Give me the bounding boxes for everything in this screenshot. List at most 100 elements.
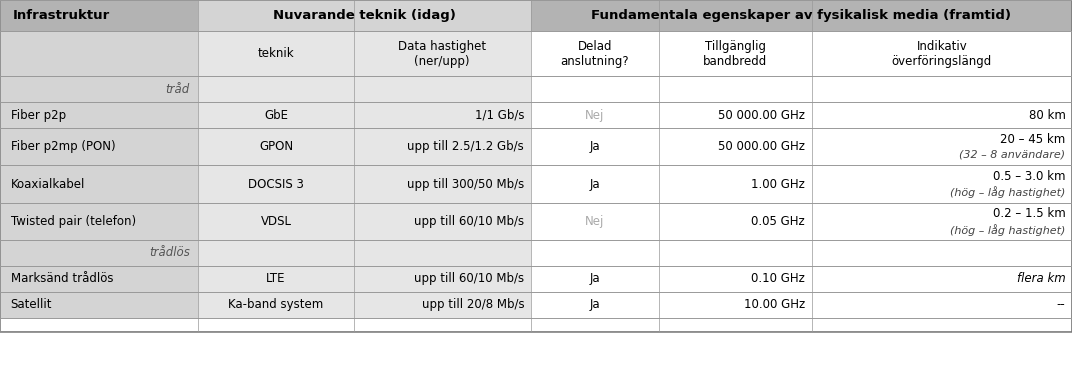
Bar: [531, 165, 659, 203]
Text: Nuvarande teknik (idag): Nuvarande teknik (idag): [273, 9, 456, 22]
Bar: [354, 240, 531, 266]
Bar: [354, 292, 531, 318]
Text: Satellit: Satellit: [11, 298, 53, 311]
Text: upp till 60/10 Mb/s: upp till 60/10 Mb/s: [414, 272, 524, 285]
Text: Twisted pair (telefon): Twisted pair (telefon): [11, 215, 136, 228]
Text: (hög – låg hastighet): (hög – låg hastighet): [950, 224, 1066, 235]
Bar: [812, 76, 1072, 102]
Bar: [812, 102, 1072, 128]
Text: Tillgänglig
bandbredd: Tillgänglig bandbredd: [703, 40, 768, 68]
Bar: [531, 240, 659, 266]
Text: Marksänd trådlös: Marksänd trådlös: [11, 272, 114, 285]
Text: Ja: Ja: [590, 272, 600, 285]
Bar: [659, 292, 812, 318]
Text: upp till 20/8 Mb/s: upp till 20/8 Mb/s: [421, 298, 524, 311]
Text: Delad
anslutning?: Delad anslutning?: [561, 40, 629, 68]
Bar: [812, 165, 1072, 203]
Bar: [812, 266, 1072, 292]
Text: (hög – låg hastighet): (hög – låg hastighet): [950, 186, 1066, 198]
Bar: [659, 102, 812, 128]
Bar: [659, 76, 812, 102]
Text: Ja: Ja: [590, 140, 600, 153]
Bar: [812, 292, 1072, 318]
Text: Fiber p2p: Fiber p2p: [11, 109, 65, 122]
Bar: [531, 0, 1072, 31]
Text: tråd: tråd: [165, 83, 190, 96]
Bar: [0, 165, 198, 203]
Text: Nej: Nej: [585, 109, 605, 122]
Text: GbE: GbE: [264, 109, 288, 122]
Bar: [659, 31, 812, 76]
Text: (32 – 8 användare): (32 – 8 användare): [959, 150, 1066, 160]
Text: flera km: flera km: [1017, 272, 1066, 285]
Bar: [812, 31, 1072, 76]
Bar: [198, 102, 354, 128]
Bar: [198, 128, 354, 165]
Text: Ja: Ja: [590, 298, 600, 311]
Bar: [198, 0, 531, 31]
Bar: [198, 165, 354, 203]
Bar: [531, 266, 659, 292]
Text: Ja: Ja: [590, 178, 600, 190]
Text: 10.00 GHz: 10.00 GHz: [744, 298, 805, 311]
Text: --: --: [1057, 298, 1066, 311]
Text: upp till 300/50 Mb/s: upp till 300/50 Mb/s: [407, 178, 524, 190]
Text: upp till 2.5/1.2 Gb/s: upp till 2.5/1.2 Gb/s: [407, 140, 524, 153]
Bar: [198, 203, 354, 240]
Text: Ka-band system: Ka-band system: [228, 298, 324, 311]
Text: 1/1 Gb/s: 1/1 Gb/s: [475, 109, 524, 122]
Bar: [354, 76, 531, 102]
Text: 50 000.00 GHz: 50 000.00 GHz: [718, 109, 805, 122]
Bar: [198, 240, 354, 266]
Bar: [0, 266, 198, 292]
Text: DOCSIS 3: DOCSIS 3: [248, 178, 304, 190]
Text: VDSL: VDSL: [260, 215, 292, 228]
Bar: [198, 76, 354, 102]
Text: GPON: GPON: [259, 140, 293, 153]
Bar: [659, 240, 812, 266]
Text: Nej: Nej: [585, 215, 605, 228]
Text: 20 – 45 km: 20 – 45 km: [1000, 133, 1066, 146]
Text: LTE: LTE: [266, 272, 286, 285]
Text: Koaxialkabel: Koaxialkabel: [11, 178, 85, 190]
Bar: [0, 0, 198, 31]
Text: 0.10 GHz: 0.10 GHz: [751, 272, 805, 285]
Bar: [812, 203, 1072, 240]
Bar: [531, 128, 659, 165]
Text: upp till 60/10 Mb/s: upp till 60/10 Mb/s: [414, 215, 524, 228]
Bar: [531, 292, 659, 318]
Bar: [0, 240, 198, 266]
Bar: [354, 31, 531, 76]
Bar: [0, 102, 198, 128]
Bar: [354, 203, 531, 240]
Bar: [0, 203, 198, 240]
Bar: [198, 31, 354, 76]
Bar: [354, 102, 531, 128]
Bar: [659, 203, 812, 240]
Text: Data hastighet
(ner/upp): Data hastighet (ner/upp): [398, 40, 487, 68]
Text: Infrastruktur: Infrastruktur: [13, 9, 110, 22]
Bar: [0, 0, 1072, 332]
Text: 0.5 – 3.0 km: 0.5 – 3.0 km: [993, 170, 1066, 183]
Text: teknik: teknik: [257, 47, 295, 60]
Bar: [531, 76, 659, 102]
Text: Fundamentala egenskaper av fysikalisk media (framtid): Fundamentala egenskaper av fysikalisk me…: [592, 9, 1011, 22]
Bar: [659, 165, 812, 203]
Text: 0.05 GHz: 0.05 GHz: [751, 215, 805, 228]
Bar: [354, 165, 531, 203]
Bar: [0, 318, 1072, 332]
Text: 50 000.00 GHz: 50 000.00 GHz: [718, 140, 805, 153]
Bar: [531, 31, 659, 76]
Bar: [812, 240, 1072, 266]
Bar: [0, 292, 198, 318]
Bar: [354, 128, 531, 165]
Bar: [0, 31, 198, 76]
Bar: [531, 102, 659, 128]
Text: 0.2 – 1.5 km: 0.2 – 1.5 km: [993, 207, 1066, 220]
Bar: [531, 203, 659, 240]
Bar: [0, 76, 198, 102]
Text: Indikativ
överföringslängd: Indikativ överföringslängd: [892, 40, 992, 68]
Text: Fiber p2mp (PON): Fiber p2mp (PON): [11, 140, 116, 153]
Text: trådlös: trådlös: [149, 247, 190, 259]
Bar: [354, 266, 531, 292]
